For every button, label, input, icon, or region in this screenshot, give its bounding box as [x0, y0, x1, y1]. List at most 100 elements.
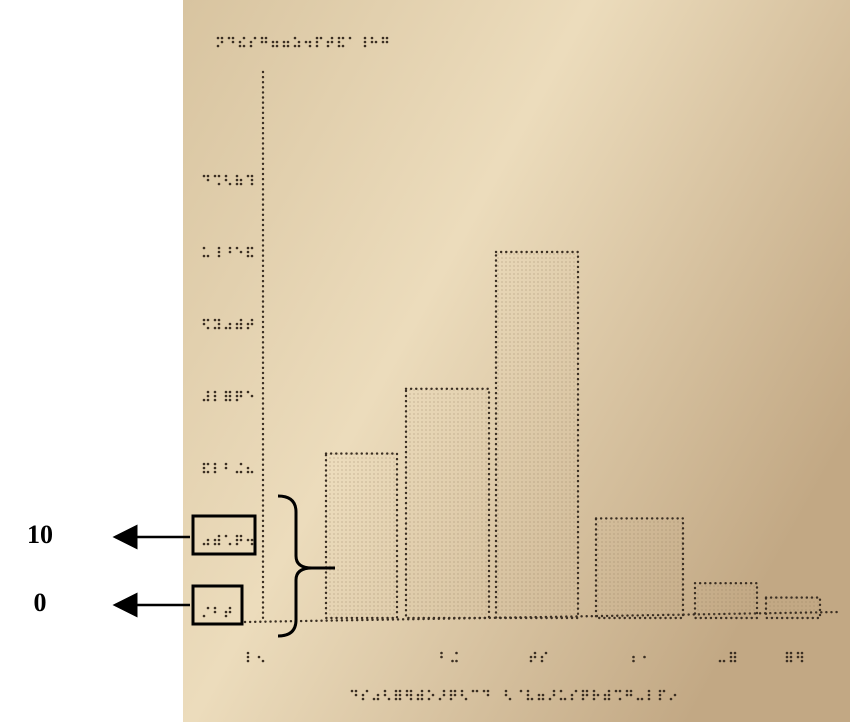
- braille-dot: [461, 694, 464, 697]
- braille-dot: [593, 690, 596, 693]
- braille-dot: [247, 539, 250, 542]
- braille-dot: [604, 694, 607, 697]
- braille-dot: [575, 690, 578, 693]
- braille-dot: [251, 247, 254, 250]
- braille-dot: [443, 690, 446, 693]
- braille-dot: [790, 656, 793, 659]
- braille-dot: [207, 179, 210, 182]
- braille-dot: [247, 327, 250, 330]
- braille-dot: [217, 45, 220, 48]
- braille-dot: [207, 327, 210, 330]
- braille-dot: [251, 183, 254, 186]
- braille-dot: [797, 652, 800, 655]
- braille-dot: [331, 37, 334, 40]
- braille-dot: [203, 615, 206, 618]
- bar: [326, 454, 397, 618]
- braille-dot: [229, 247, 232, 250]
- braille-dot: [371, 37, 374, 40]
- braille-dot: [560, 690, 563, 693]
- braille-dot: [225, 395, 228, 398]
- braille-dot: [218, 255, 221, 258]
- braille-dot: [571, 694, 574, 697]
- braille-dot: [553, 690, 556, 693]
- braille-dot: [247, 255, 250, 258]
- braille-dot: [207, 255, 210, 258]
- braille-dot: [355, 690, 358, 693]
- braille-dot: [218, 175, 221, 178]
- braille-dot: [362, 698, 365, 701]
- braille-dot: [586, 690, 589, 693]
- braille-dot: [582, 694, 585, 697]
- braille-dot: [417, 698, 420, 701]
- braille-dot: [207, 607, 210, 610]
- braille-dot: [217, 37, 220, 40]
- braille-dot: [608, 694, 611, 697]
- braille-dot: [410, 690, 413, 693]
- braille-dot: [251, 323, 254, 326]
- braille-dot: [366, 690, 369, 693]
- braille-dot: [410, 694, 413, 697]
- braille-dot: [454, 694, 457, 697]
- braille-dot: [362, 694, 365, 697]
- braille-dot: [630, 690, 633, 693]
- braille-dot: [247, 251, 250, 254]
- braille-dot: [214, 175, 217, 178]
- braille-dot: [240, 319, 243, 322]
- braille-dot: [229, 395, 232, 398]
- braille-dot: [542, 694, 545, 697]
- braille-dot: [228, 37, 231, 40]
- braille-dot: [240, 463, 243, 466]
- braille-dot: [349, 37, 352, 40]
- braille-dot: [364, 37, 367, 40]
- braille-dot: [399, 690, 402, 693]
- braille-dot: [530, 656, 533, 659]
- bar: [596, 518, 683, 618]
- braille-dot: [338, 45, 341, 48]
- braille-dot: [218, 319, 221, 322]
- braille-dot: [214, 319, 217, 322]
- braille-dot: [225, 327, 228, 330]
- braille-dot: [316, 37, 319, 40]
- braille-dot: [251, 319, 254, 322]
- braille-dot: [250, 41, 253, 44]
- braille-dot: [451, 660, 454, 663]
- braille-dot: [203, 323, 206, 326]
- braille-dot: [251, 543, 254, 546]
- braille-dot: [236, 323, 239, 326]
- braille-dot: [207, 463, 210, 466]
- braille-dot: [371, 41, 374, 44]
- braille-dot: [571, 698, 574, 701]
- braille-dot: [294, 37, 297, 40]
- braille-dot: [327, 41, 330, 44]
- braille-dot: [428, 690, 431, 693]
- braille-dot: [218, 247, 221, 250]
- braille-dot: [410, 698, 413, 701]
- braille-dot: [730, 652, 733, 655]
- braille-dot: [214, 463, 217, 466]
- braille-dot: [440, 656, 443, 659]
- braille-dot: [421, 698, 424, 701]
- braille-dot: [450, 690, 453, 693]
- braille-dot: [373, 698, 376, 701]
- braille-dot: [309, 45, 312, 48]
- braille-dot: [626, 690, 629, 693]
- braille-dot: [203, 319, 206, 322]
- braille-dot: [236, 247, 239, 250]
- braille-dot: [342, 45, 345, 48]
- braille-dot: [225, 611, 228, 614]
- braille-dot: [641, 698, 644, 701]
- braille-dot: [207, 543, 210, 546]
- braille-dot: [734, 656, 737, 659]
- braille-dot: [395, 694, 398, 697]
- braille-dot: [461, 690, 464, 693]
- braille-dot: [786, 656, 789, 659]
- braille-dot: [527, 690, 530, 693]
- braille-dot: [790, 660, 793, 663]
- braille-dot: [203, 463, 206, 466]
- braille-dot: [730, 660, 733, 663]
- braille-dot: [364, 41, 367, 44]
- braille-dot: [207, 175, 210, 178]
- braille-dot: [276, 41, 279, 44]
- braille-dot: [377, 694, 380, 697]
- braille-dot: [207, 319, 210, 322]
